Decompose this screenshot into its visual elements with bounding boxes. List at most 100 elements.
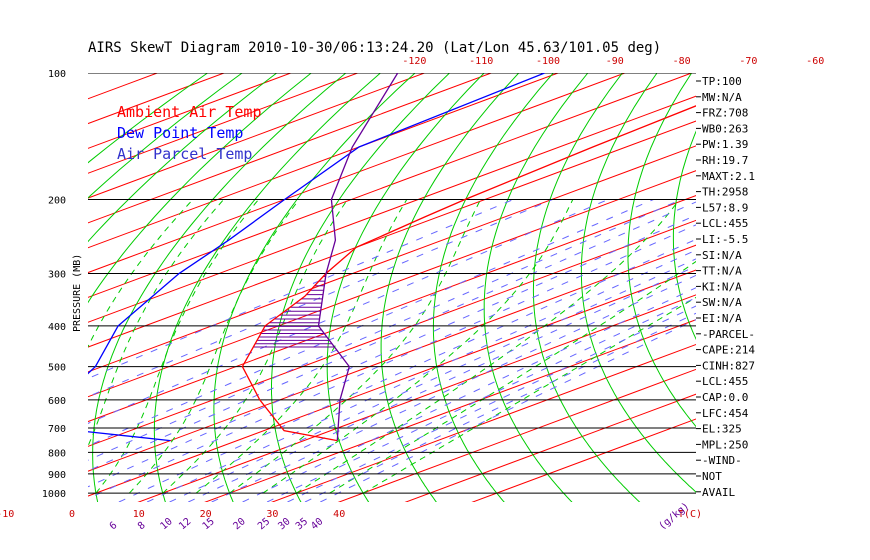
chart-title: AIRS SkewT Diagram 2010-10-30/06:13:24.2… xyxy=(88,40,661,56)
pressure-tick-label: 1000 xyxy=(42,489,66,500)
mixing-ratio-tick-label: 12 xyxy=(177,516,193,532)
mixing-ratio-tick-label: 35 xyxy=(294,516,310,532)
mixing-ratio-tick-label: 10 xyxy=(158,516,174,532)
index-label: L57:8.9 xyxy=(702,201,748,214)
moist-adiabat-line xyxy=(88,199,194,348)
moist-adiabat-line xyxy=(95,199,259,494)
bottom-temp-tick-label: 30 xyxy=(266,509,278,520)
pressure-tick-label: 100 xyxy=(48,69,66,80)
isotherm-line xyxy=(88,194,696,423)
mixing-ratio-tick-label: 40 xyxy=(309,516,325,532)
pressure-tick-label: 600 xyxy=(48,396,66,407)
bottom-temp-tick-label: 10 xyxy=(133,509,145,520)
index-label: MW:N/A xyxy=(702,91,742,104)
moist-adiabat-line xyxy=(262,199,574,494)
legend-label: Air Parcel Temp xyxy=(117,145,252,163)
stability-indices: TP:100 MW:N/A FRZ:708 WB0:263 PW:1.39 RH:19.7… xyxy=(696,75,755,499)
bottom-temp-tick-label: 20 xyxy=(200,509,212,520)
dry-adiabat-line xyxy=(844,73,870,504)
mixing-ratio-line xyxy=(118,238,696,502)
dry-adiabat-line xyxy=(761,73,870,504)
isotherm-line xyxy=(270,343,696,502)
dry-adiabat-line xyxy=(326,73,485,502)
moist-adiabat-line xyxy=(88,199,224,448)
bottom-temp-tick-label: -10 xyxy=(0,509,14,520)
pressure-tick-label: 200 xyxy=(48,195,66,206)
isotherm-line xyxy=(88,73,291,149)
top-temp-tick-label: -70 xyxy=(739,56,757,67)
dry-adiabat-line xyxy=(803,73,870,504)
isotherm-line xyxy=(204,319,696,502)
index-label: PW:1.39 xyxy=(702,138,748,151)
pressure-tick-label: 700 xyxy=(48,424,66,435)
cape-hatch xyxy=(253,275,335,348)
dry-adiabat-line xyxy=(672,130,696,341)
index-label: -PARCEL- xyxy=(702,328,755,341)
isotherm-line xyxy=(88,73,692,298)
moist-adiabat-line xyxy=(229,199,482,494)
isotherm-line xyxy=(88,170,696,398)
isotherm-line xyxy=(88,244,696,472)
mixing-ratio-line xyxy=(211,274,696,502)
index-label: LCL:455 xyxy=(702,217,748,230)
index-label: RH:19.7 xyxy=(702,154,748,167)
series-air-parcel-temp xyxy=(317,73,399,441)
index-label: KI:N/A xyxy=(702,280,742,293)
dry-adiabat-line xyxy=(271,73,450,502)
mixing-ratio-tick-label: 8 xyxy=(136,520,148,532)
index-label: SW:N/A xyxy=(702,296,742,309)
legend-label: Ambient Air Temp xyxy=(117,103,262,121)
isotherm-line xyxy=(337,368,696,502)
index-label: NOT xyxy=(702,470,722,483)
mixing-ratio-line xyxy=(88,214,696,488)
pressure-tick-label: 800 xyxy=(48,448,66,459)
index-label: CAP:0.0 xyxy=(702,391,748,404)
isotherm-line xyxy=(88,73,492,224)
isotherm-line xyxy=(88,73,425,199)
index-label: EL:325 xyxy=(702,423,742,436)
pressure-tick-label: 500 xyxy=(48,363,66,374)
mixing-ratio-line xyxy=(88,199,514,380)
pressure-tick-label: 300 xyxy=(48,269,66,280)
index-label: TP:100 xyxy=(702,75,742,88)
index-label: WB0:263 xyxy=(702,122,748,135)
series-ambient-air-temp xyxy=(241,105,696,442)
grid-layer xyxy=(88,73,870,504)
index-label: LI:-5.5 xyxy=(702,233,748,246)
index-label: AVAIL xyxy=(702,486,735,499)
dry-adiabat-line xyxy=(627,73,696,428)
mixing-ratio-line xyxy=(287,305,696,502)
index-label: MPL:250 xyxy=(702,438,748,451)
isotherm-line xyxy=(471,418,696,502)
top-temp-tick-label: -90 xyxy=(606,56,624,67)
index-label: CINH:827 xyxy=(702,359,755,372)
mixing-ratio-line xyxy=(88,199,553,398)
isotherm-line xyxy=(88,120,696,348)
y-axis-label: PRESSURE (MB) xyxy=(72,254,83,332)
index-label: SI:N/A xyxy=(702,249,742,262)
dry-adiabat-line xyxy=(88,73,312,304)
isotherm-line xyxy=(88,73,358,174)
top-temp-tick-label: -120 xyxy=(402,56,426,67)
index-label: EI:N/A xyxy=(702,312,742,325)
moist-adiabat-line xyxy=(162,199,349,494)
legend: Ambient Air Temp Dew Point Temp Air Parcel… xyxy=(117,103,262,163)
mixing-ratio-tick-label: 20 xyxy=(231,516,247,532)
bottom-temp-tick-label: 40 xyxy=(333,509,345,520)
bottom-temp-tick-label: 0 xyxy=(69,509,75,520)
legend-label: Dew Point Temp xyxy=(117,124,243,142)
index-label: LFC:454 xyxy=(702,407,749,420)
mixing-ratio-line xyxy=(88,224,696,500)
index-label: TH:2958 xyxy=(702,186,748,199)
top-temp-tick-label: -100 xyxy=(536,56,560,67)
index-label: MAXT:2.1 xyxy=(702,170,755,183)
pressure-axis: 100 200 300 400 500 600 700 800 900 1000 xyxy=(42,69,66,500)
isotherm-line xyxy=(404,393,696,502)
mixing-ratio-line xyxy=(146,249,696,502)
mixing-ratio-tick-label: 30 xyxy=(276,516,292,532)
isotherm-line xyxy=(88,73,559,249)
pressure-tick-label: 900 xyxy=(48,470,66,481)
pressure-tick-label: 400 xyxy=(48,322,66,333)
